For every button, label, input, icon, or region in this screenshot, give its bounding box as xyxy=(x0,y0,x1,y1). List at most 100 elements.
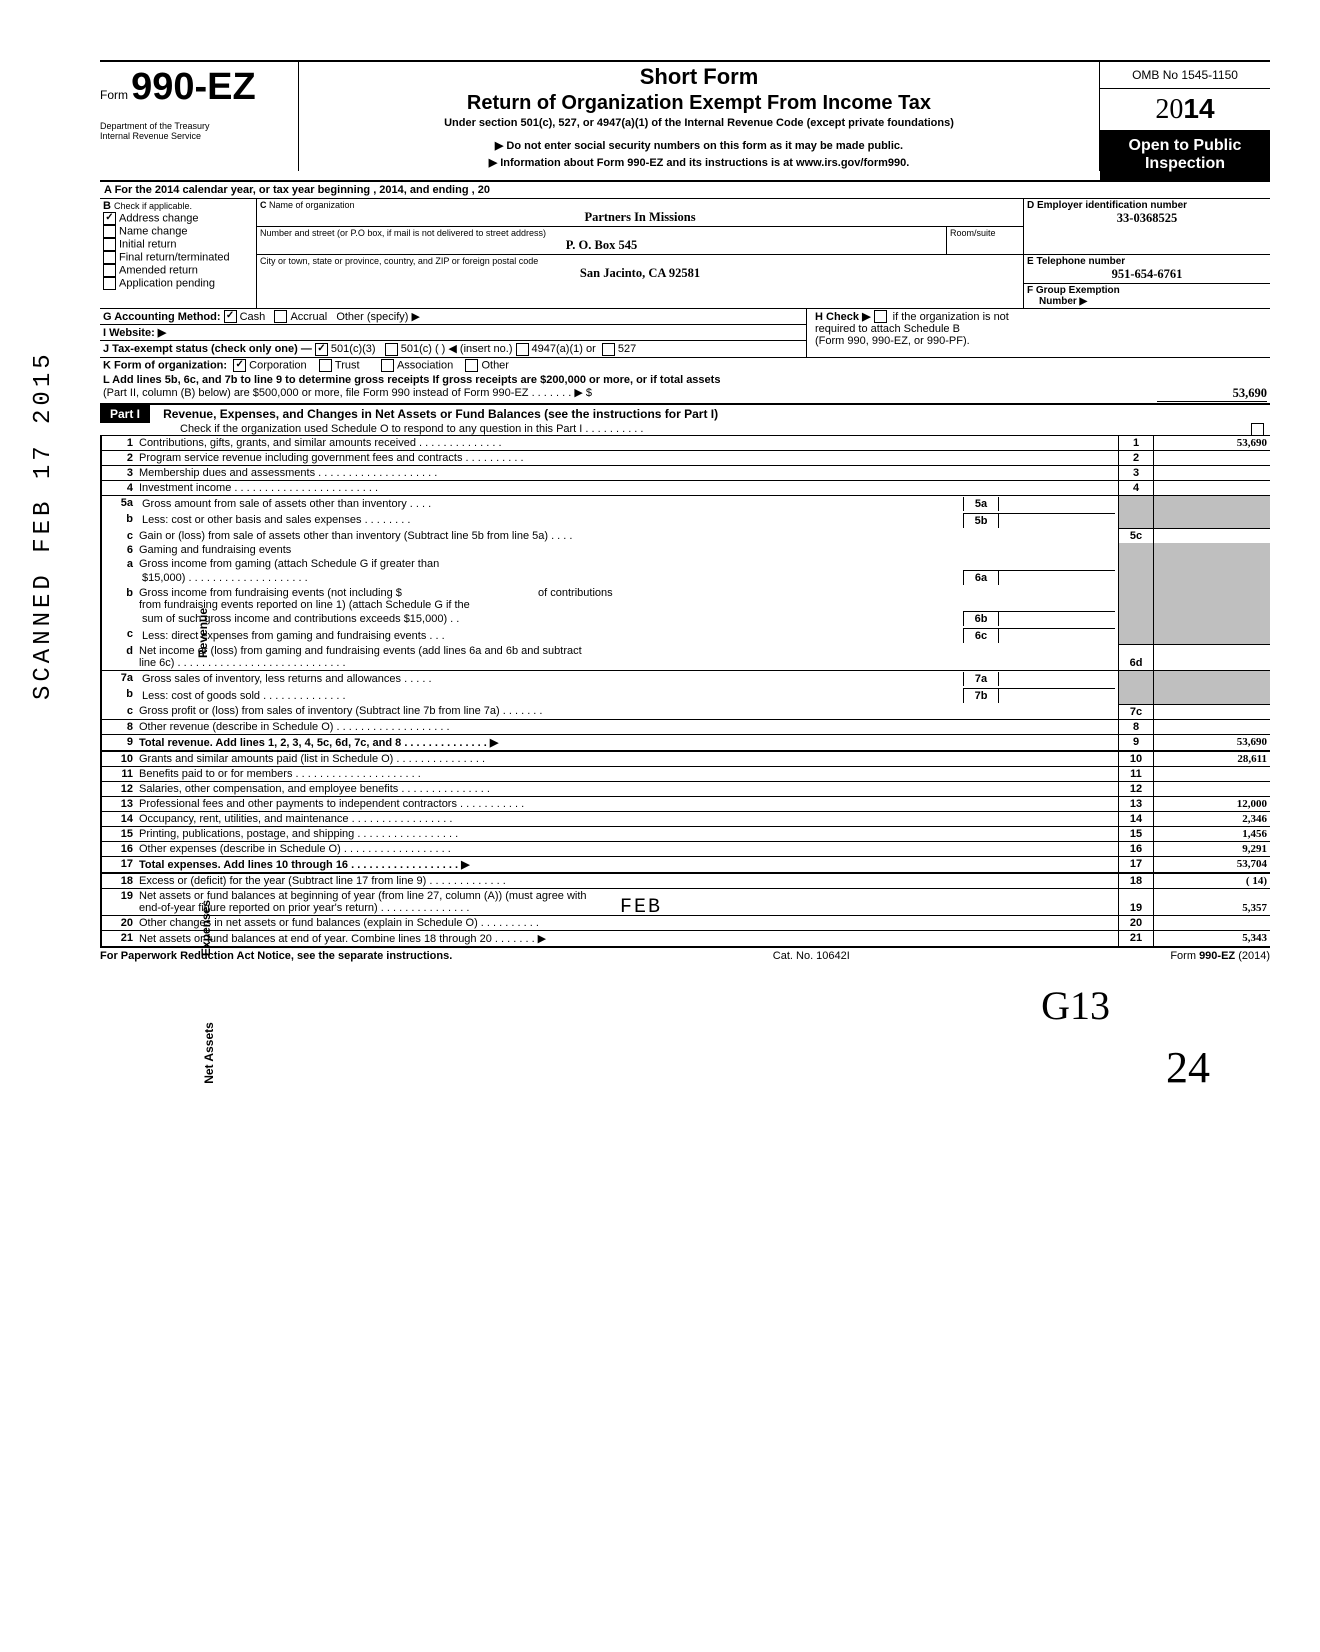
chk-501c[interactable] xyxy=(385,343,398,356)
expenses-section-label: Expenses xyxy=(199,900,213,956)
line-5a: Gross amount from sale of assets other t… xyxy=(139,497,964,511)
main-title: Return of Organization Exempt From Incom… xyxy=(307,92,1091,115)
amt-13: 12,000 xyxy=(1154,796,1271,811)
j-527: 527 xyxy=(618,343,636,355)
h-rest: if the organization is not xyxy=(893,311,1009,323)
dept-line1: Department of the Treasury xyxy=(100,109,290,131)
line-7a: Gross sales of inventory, less returns a… xyxy=(139,672,964,686)
form-number: 990-EZ xyxy=(131,66,256,108)
chk-part1-scho[interactable] xyxy=(1251,423,1264,436)
l-line2: (Part II, column (B) below) are $500,000… xyxy=(103,387,592,399)
line-5c: Gain or (loss) from sale of assets other… xyxy=(136,529,1119,544)
l-amount: 53,690 xyxy=(1157,386,1267,402)
k-trust: Trust xyxy=(335,359,360,371)
line-17: Total expenses. Add lines 10 through 16 … xyxy=(136,856,1119,873)
f-label2: Number ▶ xyxy=(1027,296,1267,307)
chk-assoc[interactable] xyxy=(381,359,394,372)
short-form-title: Short Form xyxy=(307,64,1091,90)
chk-address[interactable]: ✓ xyxy=(103,212,116,225)
amt-1: 53,690 xyxy=(1154,436,1271,451)
line-3: Membership dues and assessments . . . . … xyxy=(136,465,1119,480)
g-label: G Accounting Method: xyxy=(103,311,221,323)
hand-24: 24 xyxy=(1166,1042,1210,1093)
amt-18: ( 14) xyxy=(1154,873,1271,889)
handwritten-marks: G13 24 xyxy=(100,962,1270,1102)
arrow-info: ▶ Information about Form 990-EZ and its … xyxy=(307,156,1091,169)
d-label: D Employer identification number xyxy=(1027,200,1267,211)
line-9: Total revenue. Add lines 1, 2, 3, 4, 5c,… xyxy=(136,734,1119,751)
chk-initial[interactable] xyxy=(103,238,116,251)
chk-other[interactable] xyxy=(465,359,478,372)
amt-9: 53,690 xyxy=(1154,734,1271,751)
org-name: Partners In Missions xyxy=(260,210,1020,225)
chk-pending[interactable] xyxy=(103,277,116,290)
e-label: E Telephone number xyxy=(1027,256,1267,267)
b-final: Final return/terminated xyxy=(119,251,230,263)
amt-17: 53,704 xyxy=(1154,856,1271,873)
gk-block: G Accounting Method: ✓Cash Accrual Other… xyxy=(100,308,1270,403)
g-other: Other (specify) ▶ xyxy=(336,311,420,323)
phone-value: 951-654-6761 xyxy=(1027,267,1267,282)
chk-h[interactable] xyxy=(874,310,887,323)
amt-21: 5,343 xyxy=(1154,930,1271,947)
b-sub: Check if applicable. xyxy=(114,201,192,211)
amt-10: 28,611 xyxy=(1154,751,1271,767)
line-8: Other revenue (describe in Schedule O) .… xyxy=(136,719,1119,734)
line-11: Benefits paid to or for members . . . . … xyxy=(136,766,1119,781)
b-label: B xyxy=(103,200,111,212)
footer: For Paperwork Reduction Act Notice, see … xyxy=(100,948,1270,962)
b-init: Initial return xyxy=(119,238,176,250)
street-value: P. O. Box 545 xyxy=(260,238,943,253)
c-name-lbl: Name of organization xyxy=(269,200,355,210)
footer-left: For Paperwork Reduction Act Notice, see … xyxy=(100,950,452,962)
amt-14: 2,346 xyxy=(1154,811,1271,826)
line-5b: Less: cost or other basis and sales expe… xyxy=(139,513,964,528)
chk-accrual[interactable] xyxy=(274,310,287,323)
line-6a2: $15,000) . . . . . . . . . . . . . . . .… xyxy=(139,571,964,586)
line-6b2: from fundraising events reported on line… xyxy=(139,599,1115,611)
k-label: K Form of organization: xyxy=(103,359,227,371)
entity-info-block: B Check if applicable. ✓Address change N… xyxy=(100,199,1270,308)
chk-cash[interactable]: ✓ xyxy=(224,310,237,323)
line-7b: Less: cost of goods sold . . . . . . . .… xyxy=(139,689,964,704)
line-6d2: line 6c) . . . . . . . . . . . . . . . .… xyxy=(139,657,1115,669)
line-21: Net assets or fund balances at end of ye… xyxy=(136,930,1119,947)
c-label: C xyxy=(260,200,267,210)
revenue-section-label: Revenue xyxy=(196,608,210,658)
city-lbl: City or town, state or province, country… xyxy=(260,256,538,266)
b-name: Name change xyxy=(119,225,188,237)
chk-final[interactable] xyxy=(103,251,116,264)
line-6b1b: of contributions xyxy=(538,587,613,599)
f-label: F Group Exemption xyxy=(1027,285,1267,296)
room-suite-lbl: Room/suite xyxy=(947,226,1024,254)
h-label: H Check ▶ xyxy=(815,311,871,323)
i-website: I Website: ▶ xyxy=(103,327,166,339)
chk-527[interactable] xyxy=(602,343,615,356)
j-501c: 501(c) ( ) ◀ (insert no.) xyxy=(401,343,513,355)
chk-4947[interactable] xyxy=(516,343,529,356)
line-7c: Gross profit or (loss) from sales of inv… xyxy=(136,704,1119,719)
amt-19: 5,357 xyxy=(1154,888,1271,915)
line-15: Printing, publications, postage, and shi… xyxy=(136,826,1119,841)
line-12: Salaries, other compensation, and employ… xyxy=(136,781,1119,796)
hand-g13: G13 xyxy=(1041,982,1110,1029)
line-1: Contributions, gifts, grants, and simila… xyxy=(136,436,1119,451)
line-13: Professional fees and other payments to … xyxy=(136,796,1119,811)
k-assoc: Association xyxy=(397,359,453,371)
line-10: Grants and similar amounts paid (list in… xyxy=(136,751,1119,767)
part1-header: Part I Revenue, Expenses, and Changes in… xyxy=(100,403,1270,436)
scanned-stamp: SCANNED FEB 17 2015 xyxy=(30,350,57,700)
form-prefix: Form xyxy=(100,88,128,102)
b-pend: Application pending xyxy=(119,277,215,289)
b-addr: Address change xyxy=(119,212,199,224)
line-14: Occupancy, rent, utilities, and maintena… xyxy=(136,811,1119,826)
k-other: Other xyxy=(481,359,509,371)
chk-amend[interactable] xyxy=(103,264,116,277)
line-6b1: Gross income from fundraising events (no… xyxy=(139,587,402,599)
chk-name[interactable] xyxy=(103,225,116,238)
footer-mid: Cat. No. 10642I xyxy=(773,950,850,962)
chk-corp[interactable]: ✓ xyxy=(233,359,246,372)
line-6: Gaming and fundraising events xyxy=(136,543,1119,557)
chk-trust[interactable] xyxy=(319,359,332,372)
chk-501c3[interactable]: ✓ xyxy=(315,343,328,356)
